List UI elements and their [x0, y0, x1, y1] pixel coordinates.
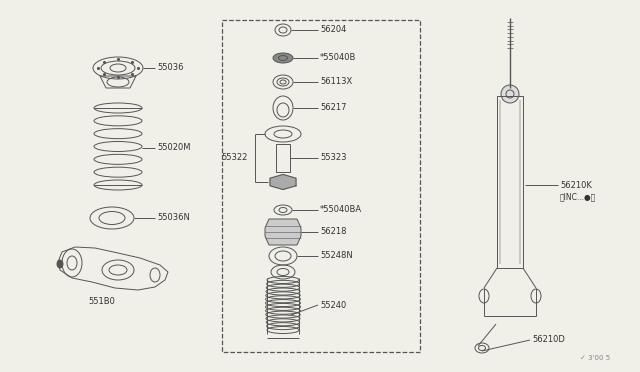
Text: 56210D: 56210D — [532, 336, 565, 344]
Text: 56113X: 56113X — [320, 77, 352, 87]
Text: 551B0: 551B0 — [88, 298, 115, 307]
Text: *55040B: *55040B — [320, 54, 356, 62]
Text: *55040BA: *55040BA — [320, 205, 362, 215]
Text: 56204: 56204 — [320, 26, 346, 35]
Polygon shape — [265, 219, 301, 245]
Text: 55322: 55322 — [221, 154, 248, 163]
Text: 56210K: 56210K — [560, 180, 592, 189]
Text: 55036N: 55036N — [157, 214, 190, 222]
Bar — [222, 20, 420, 352]
Text: ✓ 3'00 5: ✓ 3'00 5 — [580, 355, 610, 361]
Bar — [497, 96, 523, 268]
Text: 56217: 56217 — [320, 103, 346, 112]
Text: （INC...●）: （INC...●） — [560, 192, 596, 202]
Text: 56218: 56218 — [320, 228, 346, 237]
Ellipse shape — [57, 260, 63, 268]
Text: 55036: 55036 — [157, 64, 184, 73]
Text: 55020M: 55020M — [157, 144, 191, 153]
Bar — [276, 144, 290, 172]
Polygon shape — [270, 174, 296, 189]
Ellipse shape — [273, 53, 293, 63]
Text: 55323: 55323 — [320, 154, 346, 163]
Ellipse shape — [501, 85, 519, 103]
Text: 55240: 55240 — [320, 301, 346, 310]
Text: 55248N: 55248N — [320, 251, 353, 260]
